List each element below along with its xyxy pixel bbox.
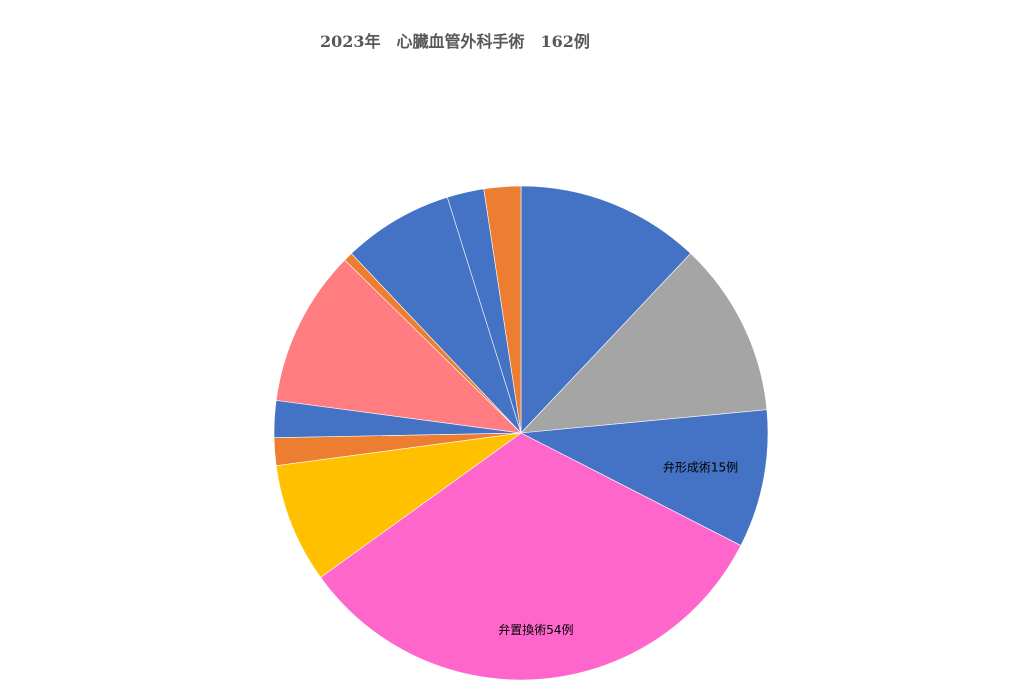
pie-slice-4 — [320, 432, 742, 681]
pie-slice-8 — [275, 259, 522, 434]
pie-slice-1 — [520, 185, 692, 434]
pie-slice-10 — [350, 196, 522, 434]
chart-title: 2023年 心臓血管外科手術 162例 — [320, 32, 590, 51]
pie-slice-5 — [275, 432, 522, 578]
pie-slice-12 — [483, 185, 522, 434]
pie-slice-label-4: 弁置換術54例 — [498, 622, 573, 637]
pie-slices — [273, 185, 769, 681]
pie-slice-3 — [519, 409, 769, 546]
pie-slice-label-3: 弁形成術15例 — [663, 459, 738, 474]
pie-slice-2 — [520, 253, 768, 434]
